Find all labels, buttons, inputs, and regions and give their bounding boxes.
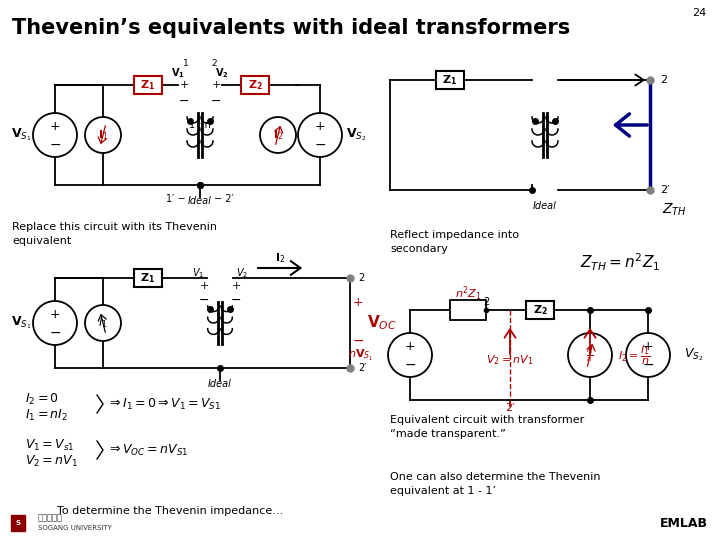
Text: To determine the Thevenin impedance...: To determine the Thevenin impedance... — [57, 506, 283, 516]
Text: EMLAB: EMLAB — [660, 517, 708, 530]
Bar — [11, 515, 25, 531]
Circle shape — [85, 305, 121, 341]
Text: $\mathbf{Z_1}$: $\mathbf{Z_1}$ — [140, 271, 156, 285]
Text: $\Rightarrow V_{OC} = nV_{S1}$: $\Rightarrow V_{OC} = nV_{S1}$ — [107, 442, 189, 457]
Text: $V_2$: $V_2$ — [236, 266, 248, 280]
Text: 1 : n: 1 : n — [189, 120, 211, 130]
Text: Ideal: Ideal — [188, 196, 212, 206]
Bar — [134, 269, 162, 287]
Text: 2: 2 — [211, 58, 217, 68]
Text: −: − — [352, 334, 364, 348]
Bar — [436, 71, 464, 89]
Text: SOGANG UNIVERSITY: SOGANG UNIVERSITY — [38, 525, 112, 531]
Text: +: + — [405, 341, 415, 354]
Bar — [241, 76, 269, 94]
Text: Ideal: Ideal — [208, 379, 232, 389]
Text: $\mathbf{Z_1}$: $\mathbf{Z_1}$ — [443, 73, 457, 87]
Text: One can also determine the Thevenin: One can also determine the Thevenin — [390, 472, 600, 482]
Text: −: − — [179, 94, 189, 107]
Text: −: − — [211, 94, 221, 107]
Text: S: S — [16, 520, 20, 526]
Text: “made transparent.”: “made transparent.” — [390, 429, 506, 439]
Circle shape — [568, 333, 612, 377]
Text: Ideal: Ideal — [533, 201, 557, 211]
Text: $V_1 = V_{s1}$: $V_1 = V_{s1}$ — [25, 438, 75, 453]
Text: $I_2 = \dfrac{I_1}{n}$: $I_2 = \dfrac{I_1}{n}$ — [618, 343, 651, 367]
Text: Reflect impedance into: Reflect impedance into — [390, 230, 519, 240]
Text: 2: 2 — [358, 273, 364, 283]
Text: 1′ −: 1′ − — [166, 194, 186, 204]
Text: 2′: 2′ — [358, 363, 366, 373]
Text: −: − — [49, 326, 60, 340]
Text: $V_2 = nV_1$: $V_2 = nV_1$ — [486, 353, 534, 367]
Text: $\mathbf{Z_2}$: $\mathbf{Z_2}$ — [248, 78, 263, 92]
Text: $I_1 = nI_2$: $I_1 = nI_2$ — [25, 408, 68, 423]
Text: +: + — [231, 281, 240, 291]
Text: − 2′: − 2′ — [214, 194, 234, 204]
Text: $n\mathbf{V}_{S_1}$: $n\mathbf{V}_{S_1}$ — [348, 347, 374, 362]
Text: 2′: 2′ — [505, 403, 515, 413]
Bar — [526, 301, 554, 319]
Text: $\mathbf{V_2}$: $\mathbf{V_2}$ — [215, 66, 229, 80]
Text: $V_1$: $V_1$ — [192, 266, 204, 280]
Text: equivalent at 1 - 1’: equivalent at 1 - 1’ — [390, 486, 496, 496]
Bar — [450, 300, 486, 320]
Text: $\mathbf{V_1}$: $\mathbf{V_1}$ — [171, 66, 185, 80]
Text: −: − — [642, 358, 654, 372]
Text: +: + — [353, 296, 364, 309]
Circle shape — [33, 113, 77, 157]
Text: $\mathbf{Z_1}$: $\mathbf{Z_1}$ — [140, 78, 156, 92]
Circle shape — [260, 117, 296, 153]
Text: 2: 2 — [660, 75, 667, 85]
Text: 1: 1 — [183, 58, 189, 68]
Text: Thevenin’s equivalents with ideal transformers: Thevenin’s equivalents with ideal transf… — [12, 18, 570, 38]
Text: $n^2Z_1$: $n^2Z_1$ — [454, 285, 482, 303]
Text: 서강대학교: 서강대학교 — [38, 514, 63, 523]
Text: $\mathbf{V}_{S_2}$: $\mathbf{V}_{S_2}$ — [346, 127, 366, 143]
Text: −: − — [199, 294, 210, 307]
Circle shape — [626, 333, 670, 377]
Text: $\mathbf{I}_2$: $\mathbf{I}_2$ — [275, 251, 285, 265]
Circle shape — [85, 117, 121, 153]
Text: −: − — [49, 138, 60, 152]
Text: −: − — [314, 138, 326, 152]
Circle shape — [33, 301, 77, 345]
Text: Replace this circuit with its Thevenin: Replace this circuit with its Thevenin — [12, 222, 217, 232]
Bar — [134, 76, 162, 94]
Text: 24: 24 — [692, 8, 706, 18]
Text: $Z_{TH}$: $Z_{TH}$ — [662, 202, 687, 218]
Text: −: − — [404, 358, 416, 372]
Text: 2: 2 — [483, 297, 489, 307]
Text: 2′: 2′ — [660, 185, 670, 195]
Text: $\mathbf{I}_1$: $\mathbf{I}_1$ — [98, 128, 108, 142]
Text: +: + — [643, 341, 653, 354]
Text: $I_2 = 0$: $I_2 = 0$ — [25, 392, 59, 407]
Text: +: + — [211, 80, 221, 90]
Text: $\mathbf{Z_2}$: $\mathbf{Z_2}$ — [533, 303, 547, 317]
Text: $\frac{I_1}{n}$: $\frac{I_1}{n}$ — [586, 346, 594, 364]
Circle shape — [298, 113, 342, 157]
Text: Equivalent circuit with transformer: Equivalent circuit with transformer — [390, 415, 584, 425]
Text: $\mathbf{V}_{S_1}$: $\mathbf{V}_{S_1}$ — [11, 315, 32, 331]
Circle shape — [388, 333, 432, 377]
Text: $V_{S_2}$: $V_{S_2}$ — [684, 347, 703, 363]
Text: $\mathbf{I}_2$: $\mathbf{I}_2$ — [273, 128, 283, 142]
Text: $\Rightarrow I_1 = 0 \Rightarrow V_1 = V_{S1}$: $\Rightarrow I_1 = 0 \Rightarrow V_1 = V… — [107, 396, 221, 411]
Text: $\mathbf{V}_{S_1}$: $\mathbf{V}_{S_1}$ — [11, 127, 32, 143]
Text: +: + — [315, 120, 325, 133]
Text: $\mathbf{V}_{OC}$: $\mathbf{V}_{OC}$ — [367, 314, 397, 332]
Text: +: + — [50, 120, 60, 133]
Text: $V_2 = nV_1$: $V_2 = nV_1$ — [25, 454, 78, 469]
Text: equivalent: equivalent — [12, 236, 71, 246]
Text: secondary: secondary — [390, 244, 448, 254]
Text: $I_1$: $I_1$ — [98, 316, 108, 330]
Text: +: + — [50, 308, 60, 321]
Text: +: + — [199, 281, 209, 291]
Text: +: + — [179, 80, 189, 90]
Text: −: − — [230, 294, 241, 307]
Text: $Z_{TH} = n^2Z_1$: $Z_{TH} = n^2Z_1$ — [580, 251, 660, 273]
